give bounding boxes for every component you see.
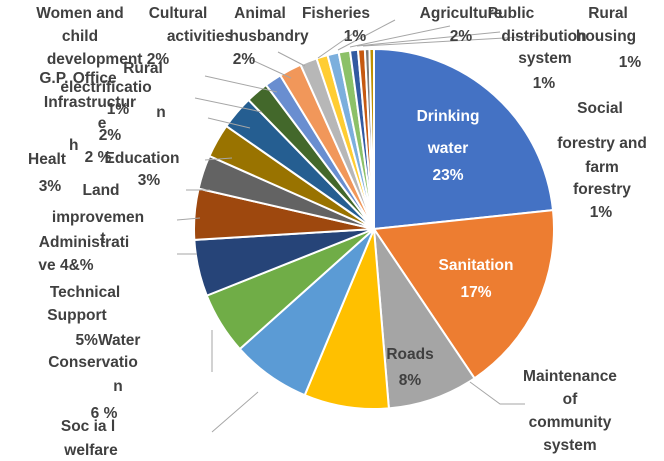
leader-line — [469, 381, 525, 405]
chart-label: Roads — [386, 346, 433, 363]
chart-label: n — [156, 104, 165, 121]
chart-label: forestry and — [557, 135, 647, 152]
chart-label: 3% — [138, 172, 161, 189]
leader-line — [194, 97, 263, 113]
chart-label: Technical — [50, 284, 120, 301]
chart-label: Conservatio — [48, 354, 138, 371]
chart-label: 1% — [344, 28, 367, 45]
chart-label: n — [113, 378, 122, 395]
chart-label: 5%Water — [76, 332, 141, 349]
pie-slice-roads — [372, 225, 476, 410]
chart-label: 23% — [432, 167, 463, 184]
chart-label: 17% — [460, 284, 491, 301]
chart-label: Support — [47, 307, 106, 324]
chart-label: Women and — [36, 5, 124, 22]
leader-line — [317, 29, 359, 59]
chart-label: 6 % — [91, 405, 118, 422]
chart-label: G.P. Office — [39, 70, 117, 87]
chart-label: 8% — [399, 372, 422, 389]
chart-label: Cultural — [149, 5, 208, 22]
chart-label: Healt — [28, 151, 66, 168]
chart-label: Maintenance — [523, 368, 617, 385]
chart-label: 2% — [99, 127, 122, 144]
chart-label: development 2% — [47, 51, 170, 68]
chart-label: activities — [167, 28, 233, 45]
chart-label: 3% — [39, 178, 62, 195]
chart-label: ve 4&% — [38, 257, 93, 274]
leader-line — [349, 25, 451, 48]
chart-label: Agriculture — [420, 5, 503, 22]
chart-label: h — [69, 137, 78, 154]
chart-label: electrificatio — [60, 79, 151, 96]
leader-line — [211, 391, 259, 433]
chart-label: Animal — [234, 5, 286, 22]
chart-label: Drinking — [417, 108, 480, 125]
chart-label: 2 % — [85, 149, 112, 166]
leader-lines-group — [176, 19, 541, 433]
chart-label: Infrastructur — [44, 94, 136, 111]
leader-line — [204, 157, 233, 161]
chart-label: husbandry — [229, 28, 309, 45]
chart-label: Public — [488, 5, 535, 22]
chart-label: 2% — [233, 51, 256, 68]
chart-label: system — [543, 437, 596, 454]
pie-slice-social-forestry-and-farm-forestry — [368, 47, 375, 230]
chart-label: 1% — [533, 75, 556, 92]
chart-label: water — [427, 140, 469, 157]
chart-label: Administrati — [39, 234, 129, 251]
pie-slice-drinking-water — [373, 47, 555, 231]
chart-label: housing — [576, 28, 636, 45]
leader-line — [207, 117, 251, 129]
leader-line — [204, 75, 278, 93]
chart-label: improvemen — [52, 209, 144, 226]
chart-label: Social — [577, 100, 623, 117]
chart-label: forestry — [573, 181, 631, 198]
leader-line — [362, 35, 541, 47]
chart-label: of — [563, 391, 578, 408]
leader-line — [337, 19, 396, 51]
chart-label: 1% — [590, 204, 613, 221]
chart-label: t — [100, 230, 105, 247]
pie-slice-sanitation — [372, 209, 555, 380]
leader-line — [277, 51, 306, 67]
chart-label: Land — [82, 182, 119, 199]
chart-label: child — [62, 28, 98, 45]
chart-label: Education — [105, 150, 180, 167]
chart-label: 1% — [107, 101, 130, 118]
chart-label: 2% — [450, 28, 473, 45]
chart-label: welfare — [63, 442, 118, 459]
chart-label: Rural — [123, 60, 163, 77]
leader-line — [356, 31, 501, 47]
labels-group: Drinking water 23% Sanitation 17% Roads 8% Main… — [28, 5, 647, 459]
chart-label: community — [529, 414, 612, 431]
chart-label: Rural — [588, 5, 628, 22]
chart-label: system — [518, 50, 571, 67]
leader-line — [251, 59, 292, 79]
chart-label: farm — [585, 159, 619, 176]
chart-label: Soc ia l — [61, 418, 115, 435]
chart-label: 1% — [619, 54, 642, 71]
slices-group — [193, 47, 555, 410]
chart-label: e — [98, 115, 107, 132]
chart-label: Fisheries — [302, 5, 370, 22]
chart-label: distribution — [501, 28, 586, 45]
leader-line — [176, 217, 201, 221]
chart-label: Sanitation — [439, 257, 514, 274]
